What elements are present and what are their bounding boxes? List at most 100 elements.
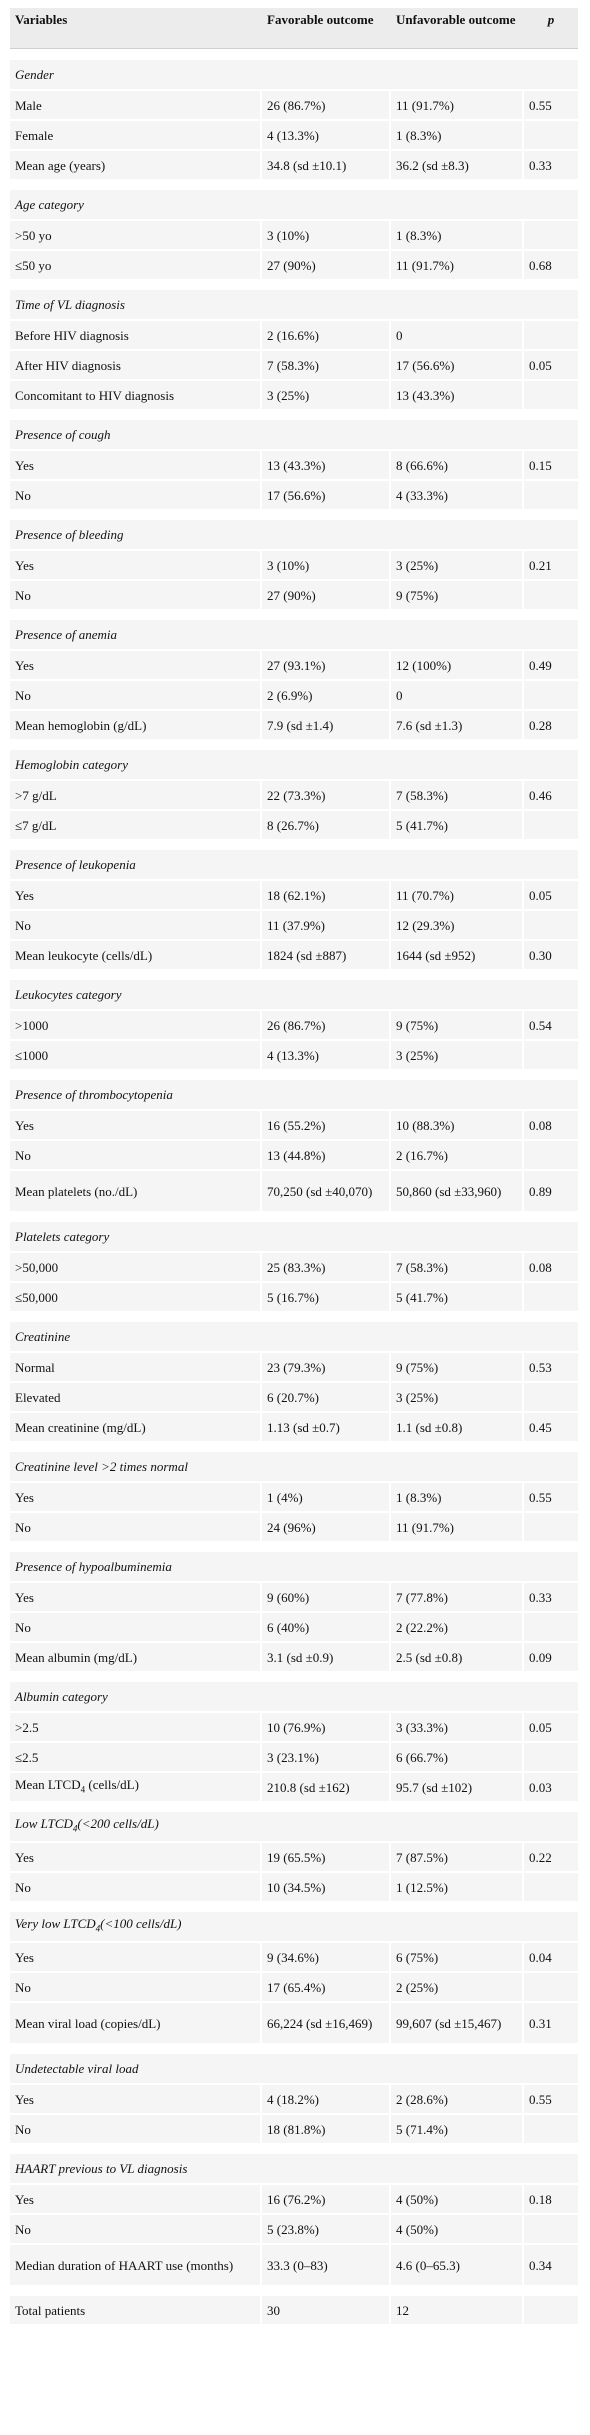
variable-cell: Mean platelets (no./dL) — [10, 1171, 262, 1211]
variable-cell: ≤50,000 — [10, 1283, 262, 1311]
table-row: Yes 9 (60%) 7 (77.8%) 0.33 — [10, 1583, 578, 1611]
table-row: ≤50 yo 27 (90%) 11 (91.7%) 0.68 — [10, 251, 578, 279]
section-spacer — [10, 181, 578, 188]
variable-cell: Concomitant to HIV diagnosis — [10, 381, 262, 409]
section-heading-row: Presence of thrombocytopenia — [10, 1080, 578, 1109]
section-heading-row: Gender — [10, 60, 578, 89]
table-row: >7 g/dL 22 (73.3%) 7 (58.3%) 0.46 — [10, 781, 578, 809]
table-row: Mean age (years) 34.8 (sd ±10.1) 36.2 (sd … — [10, 151, 578, 179]
results-table: Variables Favorable outcome Unfavorable … — [10, 6, 578, 2326]
p-value-cell: 0.03 — [524, 1773, 578, 1801]
table-row: Mean viral load (copies/dL) 66,224 (sd ±1… — [10, 2003, 578, 2043]
section-title: Presence of anemia — [10, 620, 578, 649]
section-heading-row: Time of VL diagnosis — [10, 290, 578, 319]
section-heading-row: Presence of anemia — [10, 620, 578, 649]
variable-cell: Yes — [10, 651, 262, 679]
section-heading-row: Creatinine level >2 times normal — [10, 1452, 578, 1481]
variable-cell: Female — [10, 121, 262, 149]
p-value-cell — [524, 911, 578, 939]
table-row: No 10 (34.5%) 1 (12.5%) — [10, 1873, 578, 1901]
p-value-cell: 0.05 — [524, 881, 578, 909]
section-heading-row: Presence of bleeding — [10, 520, 578, 549]
unfavorable-cell: 5 (71.4%) — [391, 2115, 524, 2143]
p-value-cell: 0.55 — [524, 2085, 578, 2113]
unfavorable-cell: 6 (66.7%) — [391, 1743, 524, 1771]
variable-cell: Normal — [10, 1353, 262, 1381]
table-row: No 17 (56.6%) 4 (33.3%) — [10, 481, 578, 509]
variable-cell: >7 g/dL — [10, 781, 262, 809]
section-spacer — [10, 2287, 578, 2294]
p-value-cell: 0.28 — [524, 711, 578, 739]
table-row: Yes 4 (18.2%) 2 (28.6%) 0.55 — [10, 2085, 578, 2113]
section-heading-row: Undetectable viral load — [10, 2054, 578, 2083]
section-heading-row: Very low LTCD4(<100 cells/dL) — [10, 1912, 578, 1941]
unfavorable-cell: 7 (87.5%) — [391, 1843, 524, 1871]
favorable-cell: 5 (23.8%) — [262, 2215, 391, 2243]
section-title: Leukocytes category — [10, 980, 578, 1009]
unfavorable-cell: 7 (58.3%) — [391, 1253, 524, 1281]
section-spacer — [10, 971, 578, 978]
section-title: Hemoglobin category — [10, 750, 578, 779]
p-value-cell — [524, 1141, 578, 1169]
section-spacer — [10, 1213, 578, 1220]
unfavorable-cell: 2 (22.2%) — [391, 1613, 524, 1641]
table-row: Concomitant to HIV diagnosis 3 (25%) 13 (4… — [10, 381, 578, 409]
section-spacer — [10, 1071, 578, 1078]
spacer-cell — [10, 1673, 578, 1680]
spacer-cell — [10, 1443, 578, 1450]
header-variables: Variables — [10, 8, 262, 49]
favorable-cell: 7.9 (sd ±1.4) — [262, 711, 391, 739]
table-row: Yes 18 (62.1%) 11 (70.7%) 0.05 — [10, 881, 578, 909]
total-row: Total patients 30 12 — [10, 2296, 578, 2324]
favorable-cell: 2 (6.9%) — [262, 681, 391, 709]
section-title: Presence of cough — [10, 420, 578, 449]
favorable-cell: 27 (90%) — [262, 251, 391, 279]
favorable-cell: 13 (43.3%) — [262, 451, 391, 479]
section-title: HAART previous to VL diagnosis — [10, 2154, 578, 2183]
favorable-cell: 23 (79.3%) — [262, 1353, 391, 1381]
favorable-cell: 17 (65.4%) — [262, 1973, 391, 2001]
variable-cell: ≤7 g/dL — [10, 811, 262, 839]
spacer-cell — [10, 51, 578, 58]
variable-cell: After HIV diagnosis — [10, 351, 262, 379]
unfavorable-cell: 5 (41.7%) — [391, 1283, 524, 1311]
favorable-cell: 66,224 (sd ±16,469) — [262, 2003, 391, 2043]
p-value-cell: 0.08 — [524, 1111, 578, 1139]
section-title: Creatinine level >2 times normal — [10, 1452, 578, 1481]
unfavorable-cell: 7.6 (sd ±1.3) — [391, 711, 524, 739]
unfavorable-cell: 4 (50%) — [391, 2215, 524, 2243]
unfavorable-cell: 1 (8.3%) — [391, 221, 524, 249]
variable-cell: No — [10, 2115, 262, 2143]
section-title: Age category — [10, 190, 578, 219]
table-row: Female 4 (13.3%) 1 (8.3%) — [10, 121, 578, 149]
p-value-cell: 0.15 — [524, 451, 578, 479]
total-favorable: 30 — [262, 2296, 391, 2324]
spacer-cell — [10, 2045, 578, 2052]
unfavorable-cell: 3 (25%) — [391, 1383, 524, 1411]
unfavorable-cell: 11 (91.7%) — [391, 1513, 524, 1541]
unfavorable-cell: 2.5 (sd ±0.8) — [391, 1643, 524, 1671]
p-value-cell: 0.55 — [524, 1483, 578, 1511]
unfavorable-cell: 10 (88.3%) — [391, 1111, 524, 1139]
variable-cell: ≤50 yo — [10, 251, 262, 279]
variable-cell: Yes — [10, 1943, 262, 1971]
unfavorable-cell: 3 (25%) — [391, 1041, 524, 1069]
table-row: Yes 27 (93.1%) 12 (100%) 0.49 — [10, 651, 578, 679]
p-value-cell — [524, 481, 578, 509]
p-value-cell — [524, 321, 578, 349]
section-spacer — [10, 1443, 578, 1450]
section-title: Very low LTCD4(<100 cells/dL) — [10, 1912, 578, 1941]
table-row: Yes 16 (55.2%) 10 (88.3%) 0.08 — [10, 1111, 578, 1139]
favorable-cell: 3 (10%) — [262, 221, 391, 249]
spacer-cell — [10, 2145, 578, 2152]
variable-cell: Yes — [10, 1583, 262, 1611]
variable-cell: Mean age (years) — [10, 151, 262, 179]
table-row: No 13 (44.8%) 2 (16.7%) — [10, 1141, 578, 1169]
p-value-cell: 0.46 — [524, 781, 578, 809]
unfavorable-cell: 8 (66.6%) — [391, 451, 524, 479]
unfavorable-cell: 1 (8.3%) — [391, 121, 524, 149]
section-title: Gender — [10, 60, 578, 89]
favorable-cell: 3.1 (sd ±0.9) — [262, 1643, 391, 1671]
unfavorable-cell: 99,607 (sd ±15,467) — [391, 2003, 524, 2043]
favorable-cell: 70,250 (sd ±40,070) — [262, 1171, 391, 1211]
